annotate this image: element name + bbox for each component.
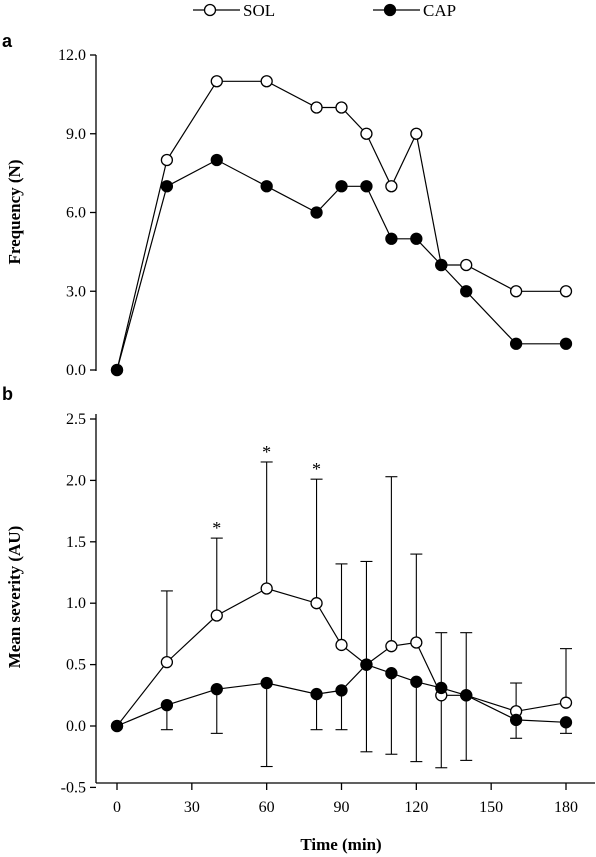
legend-sol-label: SOL xyxy=(243,1,275,20)
panel-b-y-ticks: -0.5 0.0 0.5 1.0 1.5 2.0 2.5 xyxy=(61,411,96,796)
panel-b-cap-point-120 xyxy=(410,675,423,688)
panel-a-sol-point-40 xyxy=(210,75,223,88)
legend: SOL CAP xyxy=(193,1,456,20)
panel-b-x-ticks: 0 30 60 90 120 150 180 xyxy=(113,783,578,816)
panel-a-cap-point-90 xyxy=(335,180,348,193)
panel-b-sol-point-20 xyxy=(160,655,174,669)
legend-cap-marker xyxy=(383,3,397,17)
panel-b-x-tick-label-1: 30 xyxy=(184,799,200,816)
panel-a-series xyxy=(110,75,573,377)
legend-sol-marker xyxy=(203,3,217,17)
panel-a-y-tick-label-2: 6.0 xyxy=(66,205,86,222)
panel-a-cap-point-80 xyxy=(310,206,323,219)
legend-item-sol: SOL xyxy=(193,1,275,20)
panel-b-y-tick-label-5: 2.0 xyxy=(66,472,86,489)
legend-cap-label: CAP xyxy=(423,1,456,20)
panel-a-cap-point-160 xyxy=(509,337,523,350)
panel-b-sol-point-60 xyxy=(260,582,273,595)
panel-a-sol-point-100 xyxy=(360,127,373,140)
panel-a-sol-point-180 xyxy=(559,285,573,298)
panel-a-cap-point-100 xyxy=(360,180,373,193)
panel-b-annotations: * * * xyxy=(212,442,321,538)
panel-b-y-tick-label-1: 0.0 xyxy=(66,718,86,735)
panel-a-cap-point-20 xyxy=(160,180,174,193)
panel-b-y-tick-label-6: 2.5 xyxy=(66,411,86,428)
panel-a-label: a xyxy=(2,31,13,51)
panel-a-cap-point-60 xyxy=(260,180,273,193)
panel-b-x-tick-label-0: 0 xyxy=(113,799,121,816)
panel-b-error-bars xyxy=(160,461,572,769)
panel-b-label: b xyxy=(2,384,13,404)
panel-b-cap-point-180 xyxy=(559,716,573,729)
panel-b-sol-point-180 xyxy=(559,696,573,709)
panel-b-cap-point-40 xyxy=(210,683,223,696)
panel-a-sol-point-60 xyxy=(260,75,273,88)
panel-b-cap-point-90 xyxy=(335,684,348,697)
panel-b-y-axis-title: Mean severity (AU) xyxy=(5,526,24,669)
panel-a-sol-point-80 xyxy=(310,101,323,114)
panel-a-cap-point-180 xyxy=(559,337,573,350)
panel-b-cap-point-130 xyxy=(435,681,448,695)
panel-a: a Frequency (N) 0.0 3.0 6.0 9.0 12.0 xyxy=(2,31,573,379)
panel-a-cap-point-120 xyxy=(410,232,423,245)
panel-b-cap-point-20 xyxy=(160,698,174,712)
panel-a-cap-point-40 xyxy=(210,153,223,167)
panel-b-significance-star-0: * xyxy=(212,518,221,538)
panel-b-cap-point-0 xyxy=(110,719,124,733)
panel-b-sol-point-80 xyxy=(310,597,323,610)
panel-b-x-tick-label-3: 90 xyxy=(334,799,350,816)
panel-a-y-tick-label-3: 9.0 xyxy=(66,126,86,143)
panel-b-cap-point-60 xyxy=(260,676,273,690)
panel-a-cap-point-110 xyxy=(385,232,398,245)
panel-b-y-tick-label-0: -0.5 xyxy=(61,779,86,796)
panel-a-cap-point-0 xyxy=(110,363,124,377)
panel-a-sol-point-160 xyxy=(509,285,523,298)
legend-item-cap: CAP xyxy=(373,1,456,20)
panel-b-cap-point-110 xyxy=(385,667,398,680)
panel-b-x-tick-label-5: 150 xyxy=(479,799,503,816)
panel-b-x-tick-label-6: 180 xyxy=(554,799,578,816)
panel-a-y-tick-label-0: 0.0 xyxy=(66,362,86,379)
panel-a-y-ticks: 0.0 3.0 6.0 9.0 12.0 xyxy=(58,47,96,379)
panel-b-x-tick-label-2: 60 xyxy=(259,799,275,816)
panel-a-sol-point-140 xyxy=(460,258,473,272)
panel-b-cap-point-160 xyxy=(509,713,523,727)
panel-b-cap-point-140 xyxy=(460,689,473,702)
panel-b-cap-point-80 xyxy=(310,687,323,701)
panel-b-series xyxy=(110,582,573,733)
panel-a-sol-line xyxy=(116,80,566,371)
panel-b: b Mean severity (AU) Time (min) -0.5 0.0 0… xyxy=(2,384,595,854)
panel-b-y-tick-label-3: 1.0 xyxy=(66,595,86,612)
panel-b-y-tick-label-4: 1.5 xyxy=(66,534,86,551)
panel-b-sol-point-90 xyxy=(335,638,348,652)
panel-a-y-tick-label-1: 3.0 xyxy=(66,283,86,300)
panel-b-x-axis-title: Time (min) xyxy=(300,835,381,854)
panel-b-sol-point-110 xyxy=(385,640,398,653)
panel-b-significance-star-2: * xyxy=(312,459,321,479)
panel-b-cap-point-100 xyxy=(360,658,373,671)
panel-a-cap-point-130 xyxy=(435,258,448,272)
panel-a-sol-point-20 xyxy=(160,153,174,167)
panel-b-sol-point-120 xyxy=(410,636,423,649)
panel-b-significance-star-1: * xyxy=(262,442,271,462)
panel-b-x-tick-label-4: 120 xyxy=(404,799,428,816)
panel-a-cap-point-140 xyxy=(460,285,473,298)
panel-b-sol-point-40 xyxy=(210,609,223,622)
panel-b-y-tick-label-2: 0.5 xyxy=(66,657,86,674)
panel-a-y-tick-label-4: 12.0 xyxy=(58,47,86,64)
panel-a-sol-point-110 xyxy=(385,180,398,193)
panel-a-y-axis-title: Frequency (N) xyxy=(5,160,24,265)
panel-a-sol-point-90 xyxy=(335,101,348,114)
panel-a-sol-point-120 xyxy=(410,127,423,140)
